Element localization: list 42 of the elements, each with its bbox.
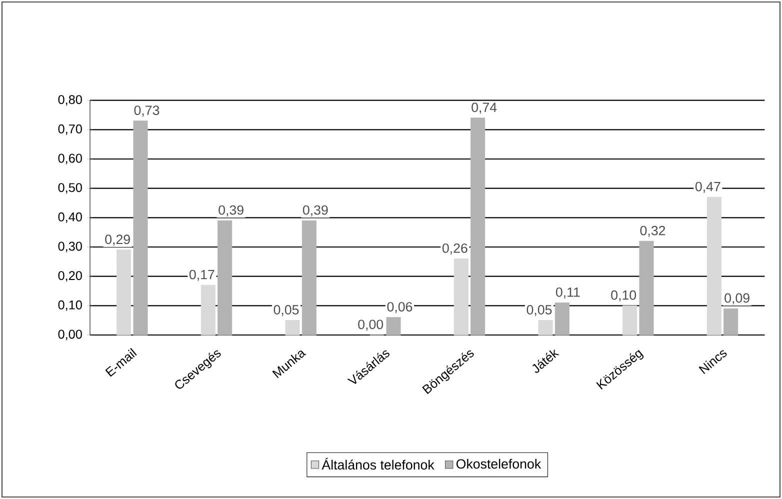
y-tick-label: 0,20	[58, 271, 82, 282]
data-label: 0,06	[387, 302, 412, 314]
y-tick-label: 0,50	[58, 183, 82, 194]
data-label: 0,39	[302, 205, 328, 216]
bar	[554, 302, 570, 336]
y-tick-label: 0,70	[58, 124, 82, 135]
data-label: 0,39	[218, 205, 244, 216]
bar	[285, 320, 300, 336]
bar	[200, 284, 216, 336]
bar	[454, 258, 468, 336]
data-label: 0,09	[724, 293, 750, 304]
bar	[302, 220, 316, 336]
legend-label: Okostelefonok	[456, 458, 542, 469]
y-tick-label: 0,10	[58, 300, 82, 311]
bar	[639, 240, 654, 336]
data-label: 0,32	[640, 226, 666, 237]
data-label: 0,10	[611, 290, 636, 302]
bar	[133, 120, 148, 336]
y-tick-label: 0,00	[58, 330, 82, 340]
bar	[116, 250, 132, 336]
legend-label: Általános telefonok	[322, 458, 434, 470]
y-tick-label: 0,60	[58, 154, 82, 164]
bar	[706, 196, 722, 336]
data-label: 0,73	[134, 106, 160, 117]
bar	[622, 305, 638, 336]
bar	[538, 320, 553, 336]
data-label: 0,29	[105, 234, 130, 246]
data-label: 0,74	[472, 102, 497, 114]
data-label: 0,26	[442, 243, 468, 254]
y-tick-label: 0,80	[58, 95, 82, 106]
data-label: 0,11	[556, 287, 580, 298]
y-tick-label: 0,30	[58, 242, 82, 252]
bar	[218, 220, 232, 336]
data-label: 0,05	[274, 305, 299, 316]
bar	[470, 118, 486, 336]
bar	[724, 308, 738, 336]
data-label: 0,47	[695, 182, 720, 193]
data-label: 0,00	[358, 320, 384, 331]
bar	[386, 317, 401, 336]
data-label: 0,17	[189, 270, 214, 281]
y-tick-label: 0,40	[58, 212, 82, 223]
data-label: 0,05	[526, 305, 552, 316]
